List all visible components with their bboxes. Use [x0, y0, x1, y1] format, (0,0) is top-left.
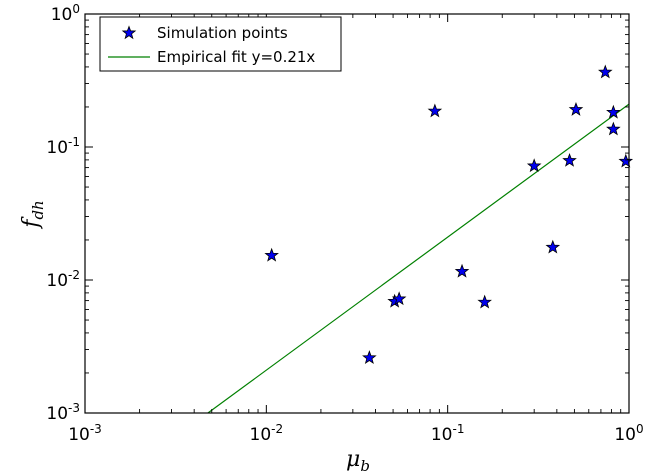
data-point-star [618, 153, 634, 168]
data-point-star [391, 291, 407, 306]
legend-star-swatch [121, 25, 137, 40]
data-point-star [477, 294, 492, 309]
data-point-star [562, 152, 577, 167]
x-tick-label: 100 [614, 422, 643, 445]
y-tick-label: 10-2 [46, 268, 80, 291]
x-axis-label: μb [346, 447, 370, 471]
tick-layer [84, 13, 630, 414]
data-point-star [606, 121, 621, 136]
label-layer: 10-3 10-2 10-1 100 10-3 10-2 10-1 100 [46, 2, 643, 445]
y-axis-label: fdh [19, 200, 47, 229]
x-axis-label-sub: b [360, 457, 370, 471]
legend-label-simulation: Simulation points [157, 24, 288, 42]
legend-label-fit: Empirical fit y=0.21x [157, 48, 315, 66]
data-point-star [362, 350, 377, 365]
data-point-star [606, 104, 621, 119]
fit-line [207, 103, 630, 414]
data-point-star [598, 64, 613, 79]
plot-area [85, 14, 629, 413]
x-tick-label: 10-3 [68, 422, 102, 445]
data-point-star [568, 101, 584, 116]
plot-frame [84, 13, 630, 414]
x-tick-label: 10-1 [431, 422, 465, 445]
data-point-star [545, 239, 561, 254]
data-point-star [454, 263, 470, 278]
legend-star-slot [121, 25, 137, 40]
series-layer [207, 64, 634, 414]
y-tick-label: 10-3 [46, 401, 80, 424]
legend: Simulation points Empirical fit y=0.21x [99, 16, 342, 72]
data-point-star [526, 158, 542, 173]
y-tick-label: 100 [51, 2, 80, 25]
data-point-star [427, 103, 443, 118]
legend-box [99, 16, 342, 72]
y-tick-label: 10-1 [46, 135, 80, 158]
data-point-star [264, 247, 279, 262]
y-axis-label-sub: dh [29, 200, 47, 219]
x-axis-label-base: μ [346, 447, 360, 471]
x-tick-label: 10-2 [250, 422, 284, 445]
